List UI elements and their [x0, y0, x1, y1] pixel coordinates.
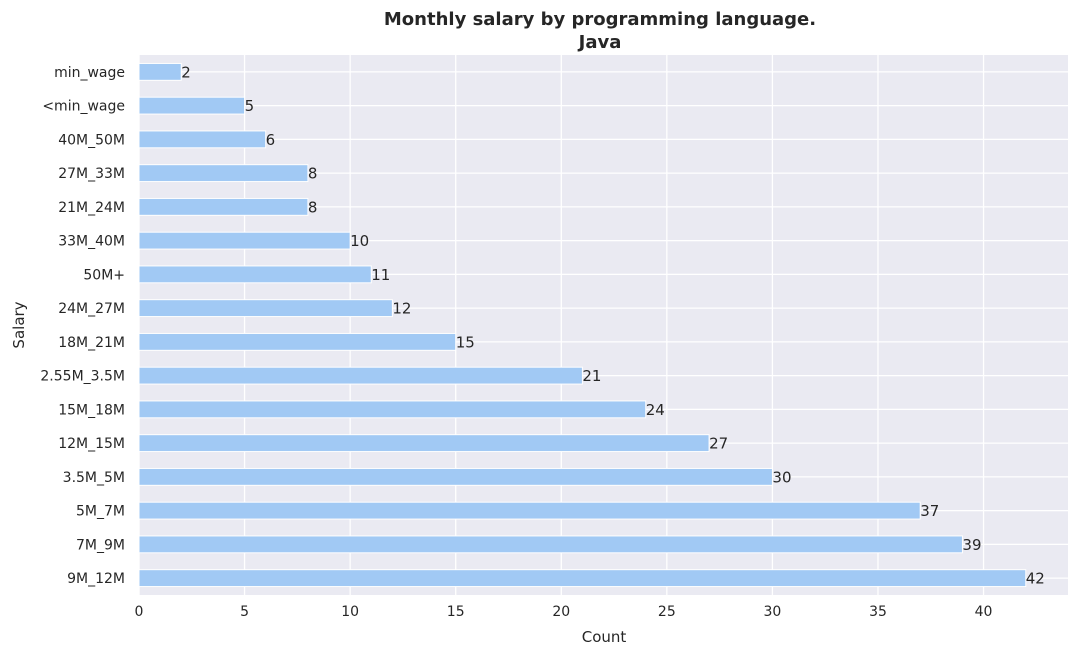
bar-value-label: 30 [772, 468, 791, 486]
bar [138, 130, 267, 149]
bar-value-label: 15 [456, 333, 475, 351]
bar-value-label: 42 [1026, 570, 1045, 588]
y-tick-label: 2.55M_3.5M [40, 369, 125, 385]
x-tick-label: 25 [658, 604, 676, 620]
y-tick-label: 15M_18M [58, 402, 125, 418]
bar [138, 332, 457, 351]
bar-value-label: 8 [308, 198, 318, 216]
x-tick-label: 40 [975, 604, 993, 620]
bar [138, 164, 309, 183]
bar-value-label: 6 [266, 131, 276, 149]
bar-value-label: 27 [709, 435, 728, 453]
bar-value-label: 12 [392, 300, 411, 318]
bar [138, 231, 351, 250]
x-tick-label: 20 [552, 604, 570, 620]
bar [138, 265, 372, 284]
x-tick-label: 30 [763, 604, 781, 620]
x-axis-label: Count [582, 628, 627, 646]
x-tick-labels: 0 5 10 15 20 25 30 35 40 [135, 604, 993, 620]
y-axis-label: Salary [10, 301, 28, 348]
chart-title-line1: Monthly salary by programming language. [384, 9, 816, 30]
y-tick-label: 40M_50M [58, 132, 125, 148]
bar-value-label: 2 [181, 63, 191, 81]
y-tick-label: 5M_7M [76, 504, 125, 520]
bar-value-label: 10 [350, 232, 369, 250]
y-tick-label: 33M_40M [58, 234, 125, 250]
y-tick-label: min_wage [54, 65, 125, 81]
bar-value-label: 11 [371, 266, 390, 284]
bar-value-label: 8 [308, 165, 318, 183]
y-tick-label: 7M_9M [76, 537, 125, 553]
chart-title-line2: Java [577, 32, 622, 53]
bar-value-label: 39 [962, 536, 981, 554]
y-tick-label: <min_wage [42, 99, 125, 115]
bar-value-label: 24 [646, 401, 665, 419]
bar-value-label: 21 [582, 367, 601, 385]
bar [138, 197, 309, 216]
x-tick-label: 35 [869, 604, 887, 620]
bars [138, 62, 1027, 588]
bar [138, 62, 182, 81]
x-tick-label: 10 [341, 604, 359, 620]
x-tick-label: 5 [240, 604, 249, 620]
y-tick-label: 9M_12M [67, 571, 125, 587]
bar [138, 366, 583, 385]
y-tick-label: 21M_24M [58, 200, 125, 216]
y-tick-labels: min_wage <min_wage 40M_50M 27M_33M 21M_24M 33… [40, 65, 125, 587]
y-tick-label: 12M_15M [58, 436, 125, 452]
y-tick-label: 24M_27M [58, 301, 125, 317]
bar-value-label: 37 [920, 502, 939, 520]
y-tick-label: 50M+ [83, 267, 125, 283]
y-tick-label: 18M_21M [58, 335, 125, 351]
x-tick-label: 15 [447, 604, 465, 620]
bar [138, 434, 710, 453]
bar [138, 535, 963, 554]
x-tick-label: 0 [135, 604, 144, 620]
bar [138, 501, 921, 520]
bar-value-label: 5 [245, 97, 255, 115]
bar [138, 569, 1027, 588]
y-tick-label: 3.5M_5M [63, 470, 125, 486]
y-tick-label: 27M_33M [58, 166, 125, 182]
bar [138, 400, 647, 419]
bar [138, 299, 393, 318]
bar [138, 96, 246, 115]
bar [138, 467, 773, 486]
